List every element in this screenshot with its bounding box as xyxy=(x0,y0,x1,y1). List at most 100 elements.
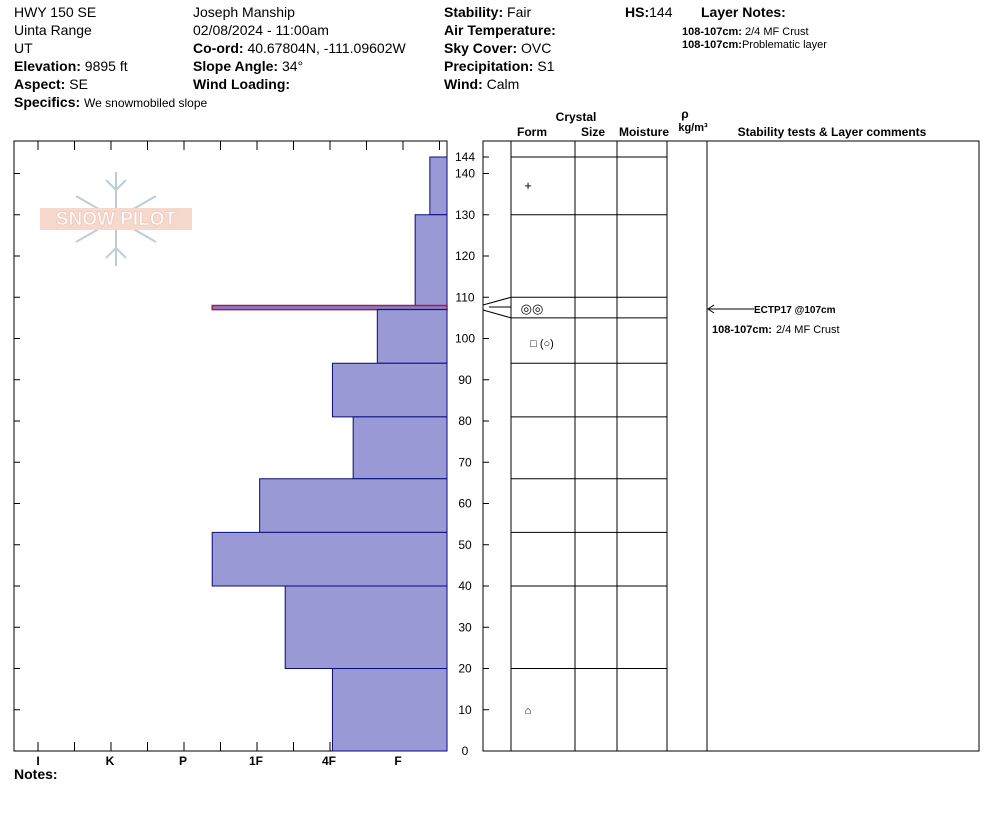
slope-angle: Slope Angle: 34° xyxy=(193,58,303,74)
sky-value: OVC xyxy=(521,40,552,56)
hs: HS:144 xyxy=(625,4,672,20)
logo-text: SNOW PILOT xyxy=(56,209,177,230)
wind-value: Calm xyxy=(486,76,520,92)
stability-test-result: ECTP17 @107cm xyxy=(754,305,836,316)
stability-test-marker xyxy=(707,304,754,314)
height-tick-label: 110 xyxy=(455,290,474,304)
location: HWY 150 SE xyxy=(14,4,97,20)
height-tick-label: 90 xyxy=(458,373,472,387)
snowpilot-logo: SNOW PILOT xyxy=(40,172,192,266)
crystal-header: Crystal xyxy=(555,110,597,124)
specifics-label: Specifics: xyxy=(14,94,81,110)
hs-value: 144 xyxy=(649,4,673,20)
sky-label: Sky Cover: xyxy=(444,40,518,56)
wind: Wind: Calm xyxy=(444,76,519,92)
aspect-value: SE xyxy=(69,76,88,92)
height-tick-label: 60 xyxy=(458,497,472,511)
height-tick-label: 10 xyxy=(458,703,472,717)
air-temp-label: Air Temperature: xyxy=(444,22,556,38)
layer-note-range: 108-107cm: xyxy=(682,39,742,51)
facet-icon: □ (○) xyxy=(530,338,554,350)
sky-cover: Sky Cover: OVC xyxy=(444,40,551,56)
hardness-layer-highlight xyxy=(211,304,448,311)
height-tick-label: 144 xyxy=(455,150,475,164)
elevation-value: 9895 ft xyxy=(84,58,128,74)
coord-label: Co-ord: xyxy=(193,40,244,56)
height-tick-label: 100 xyxy=(455,332,475,346)
height-tick-label: 0 xyxy=(462,744,469,758)
layer-note-text: Problematic layer xyxy=(741,39,827,51)
hs-label: HS: xyxy=(625,4,650,20)
stability-value: Fair xyxy=(507,4,532,20)
hardness-layer xyxy=(376,309,448,364)
layer-notes-label: Layer Notes: xyxy=(701,4,786,20)
depth-hoar-icon: ⌂ xyxy=(525,705,532,717)
height-tick-label: 120 xyxy=(455,249,475,263)
stability-label: Stability: xyxy=(444,4,504,20)
wind-loading-label: Wind Loading: xyxy=(193,76,291,92)
hardness-category-label: I xyxy=(36,754,39,768)
height-axis: 0 10 20 30 40 50 60 70 80 90 100 110 120 130 140 144 xyxy=(455,150,489,758)
hardness-layer xyxy=(414,214,448,306)
layer-note: 108-107cm:Problematic layer xyxy=(682,37,827,53)
form-header: Form xyxy=(517,125,547,139)
slope-label: Slope Angle: xyxy=(193,58,279,74)
density-unit-header: kg/m³ xyxy=(678,122,708,134)
coord-value: 40.67804N, -111.09602W xyxy=(247,40,406,56)
layer-comment: 108-107cm: 2/4 MF Crust xyxy=(712,324,840,336)
size-header: Size xyxy=(580,125,605,139)
hardness-labels: I K P 1F 4F F xyxy=(36,754,401,768)
logo-band xyxy=(40,208,192,230)
aspect: Aspect: SE xyxy=(14,76,88,92)
hardness-layer xyxy=(429,156,448,216)
aspect-label: Aspect: xyxy=(14,76,66,92)
specifics-value: We snowmobiled slope xyxy=(84,96,208,110)
hardness-category-label: 4F xyxy=(322,754,336,768)
layer-note-text: 2/4 MF Crust xyxy=(745,26,809,38)
layer-connector-line xyxy=(482,296,512,306)
layer-note: 108-107cm: 2/4 MF Crust xyxy=(682,24,809,40)
height-tick-label: 130 xyxy=(455,208,475,222)
stability-comments-header: Stability tests & Layer comments xyxy=(737,125,927,139)
height-tick-label: 70 xyxy=(458,455,472,469)
height-tick-label: 40 xyxy=(458,579,472,593)
height-tick-label: 140 xyxy=(455,167,475,181)
stability: Stability: Fair xyxy=(444,4,531,20)
layer-comment-range: 108-107cm: xyxy=(712,324,772,336)
height-tick-label: 50 xyxy=(458,538,472,552)
layer-table xyxy=(482,141,708,751)
hardness-category-label: K xyxy=(106,754,115,768)
elevation-label: Elevation: xyxy=(14,58,81,74)
layer-comment-text: 2/4 MF Crust xyxy=(776,324,840,336)
rho-header: ρ xyxy=(681,107,689,121)
coordinates: Co-ord: 40.67804N, -111.09602W xyxy=(193,40,406,56)
precipitation: Precipitation: S1 xyxy=(444,58,554,74)
melt-form-icon: ◎◎ xyxy=(521,301,544,316)
precip-value: S1 xyxy=(537,58,555,74)
height-tick-label: 80 xyxy=(458,414,472,428)
hardness-layer xyxy=(352,416,448,480)
observer: Joseph Manship xyxy=(193,4,295,20)
hardness-layer xyxy=(331,362,448,418)
datetime: 02/08/2024 - 11:00am xyxy=(193,22,329,38)
hardness-category-label: 1F xyxy=(249,754,263,768)
range: Uinta Range xyxy=(14,22,92,38)
elevation: Elevation: 9895 ft xyxy=(14,58,128,74)
notes-label: Notes: xyxy=(14,766,58,782)
precip-label: Precipitation: xyxy=(444,58,534,74)
height-tick-label: 20 xyxy=(458,662,472,676)
arrow-left-icon xyxy=(707,304,715,314)
hardness-layer xyxy=(259,478,448,533)
hardness-layer xyxy=(211,531,448,587)
layer-note-range: 108-107cm: xyxy=(682,26,742,38)
specifics: Specifics: We snowmobiled slope xyxy=(14,94,207,111)
hardness-category-label: P xyxy=(179,754,187,768)
grain-symbol-icon: + xyxy=(524,178,532,193)
layer-connector-line xyxy=(482,309,512,319)
hardness-layers xyxy=(211,156,448,752)
hardness-layer xyxy=(284,585,448,669)
hardness-layer xyxy=(331,668,448,752)
height-tick-label: 30 xyxy=(458,620,472,634)
moisture-header: Moisture xyxy=(618,125,669,139)
